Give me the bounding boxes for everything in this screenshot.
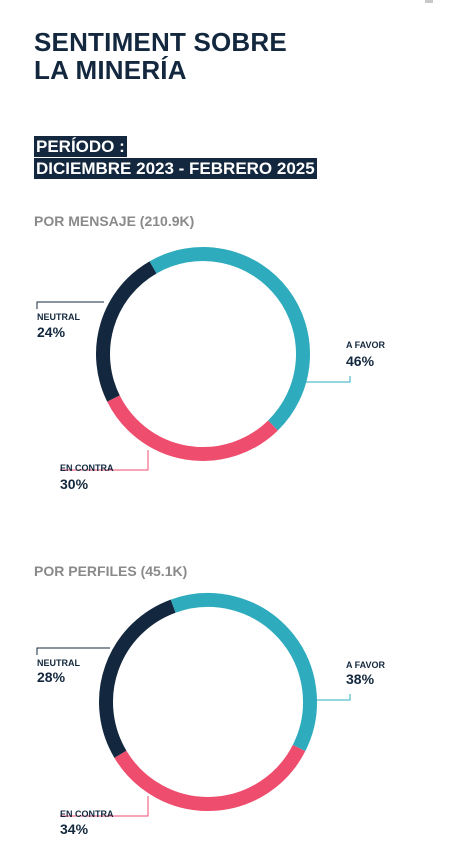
label-name-neutral: NEUTRAL — [37, 658, 80, 668]
leader-line-neutral — [36, 301, 104, 309]
label-name-a-favor: A FAVOR — [346, 340, 386, 350]
label-name-en-contra: EN CONTRA — [60, 809, 114, 819]
label-value-en-contra: 30% — [60, 476, 89, 492]
label-value-neutral: 24% — [37, 324, 66, 340]
label-value-en-contra: 34% — [60, 821, 89, 837]
slice-en-contra — [107, 395, 278, 461]
chart-1-title: POR MENSAJE (210.9K) — [34, 213, 195, 229]
leader-line-a-favor — [306, 694, 351, 701]
leader-line-en-contra — [60, 450, 149, 471]
label-value-a-favor: 38% — [346, 671, 375, 687]
leader-line-en-contra — [60, 796, 149, 817]
period-badge: PERÍODO : DICIEMBRE 2023 - FEBRERO 2025 — [34, 136, 317, 180]
title-line-2: LA MINERÍA — [34, 55, 187, 85]
label-value-neutral: 28% — [37, 669, 66, 685]
slice-a-favor — [170, 593, 317, 752]
chart-2-title: POR PERFILES (45.1K) — [34, 563, 188, 579]
leader-line-neutral — [36, 647, 110, 655]
period-label: PERÍODO : — [34, 136, 127, 157]
label-name-en-contra: EN CONTRA — [60, 463, 114, 473]
slice-en-contra — [114, 744, 306, 811]
corner-mark — [425, 0, 433, 3]
leader-line-a-favor — [306, 376, 351, 383]
slice-neutral — [96, 261, 157, 402]
donut-chart-por-mensaje: A FAVOR 46% EN CONTRA 30% NEUTRAL 24% — [36, 247, 386, 492]
period-range: DICIEMBRE 2023 - FEBRERO 2025 — [34, 158, 317, 179]
title-line-1: SENTIMENT SOBRE — [34, 27, 287, 57]
label-name-neutral: NEUTRAL — [37, 312, 80, 322]
label-value-a-favor: 46% — [346, 353, 375, 369]
slice-a-favor — [149, 247, 310, 431]
page-title: SENTIMENT SOBRE LA MINERÍA — [34, 28, 287, 84]
slice-neutral — [99, 599, 176, 758]
label-name-a-favor: A FAVOR — [346, 660, 386, 670]
